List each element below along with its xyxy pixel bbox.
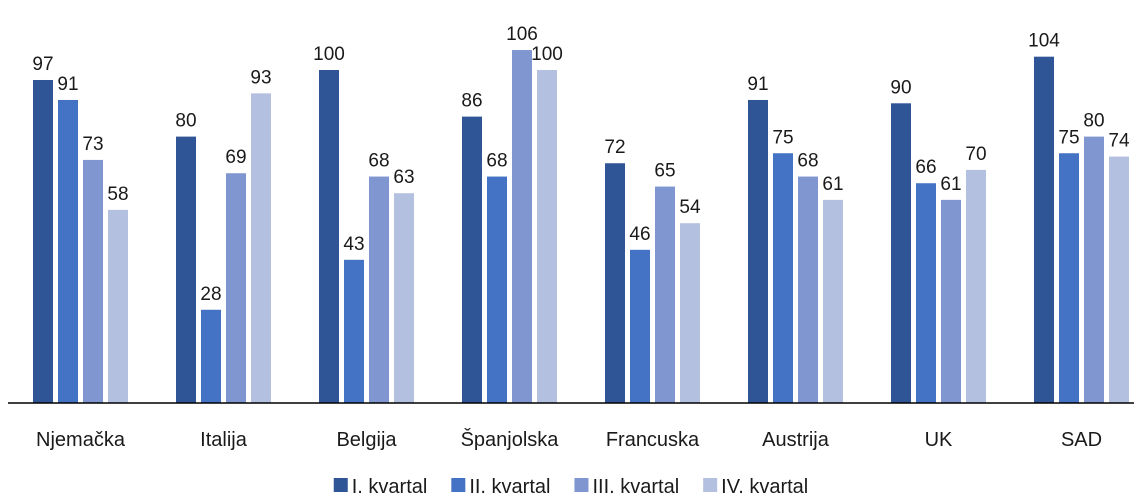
bar-francuska-ii-kvartal [630,249,650,403]
data-label-italija-i-kvartal: 80 [175,111,196,132]
legend-label-i-kvartal: I. kvartal [352,476,428,498]
bar-njemacka-iv-kvartal [108,209,128,403]
category-label-sad: SAD [1061,429,1102,451]
data-label-sad-iii-kvartal: 80 [1083,111,1104,132]
data-label-francuska-i-kvartal: 72 [604,137,625,158]
data-label-spanjolska-iii-kvartal: 106 [506,24,538,45]
category-label-austrija: Austrija [762,429,830,451]
bar-uk-i-kvartal [891,103,911,404]
data-label-belgija-iv-kvartal: 63 [393,167,414,188]
data-label-njemacka-iii-kvartal: 73 [82,134,103,155]
data-label-uk-iv-kvartal: 70 [965,144,986,165]
bar-sad-iv-kvartal [1109,156,1129,403]
bar-spanjolska-i-kvartal [462,116,482,404]
data-label-sad-i-kvartal: 104 [1028,31,1060,52]
data-label-italija-iii-kvartal: 69 [225,147,246,168]
category-label-njemacka: Njemačka [36,429,126,451]
legend-swatch-i-kvartal [333,478,348,492]
bar-njemacka-i-kvartal [33,79,53,404]
legend-label-iv-kvartal: IV. kvartal [721,476,808,498]
bar-austrija-iii-kvartal [798,176,818,403]
data-label-spanjolska-i-kvartal: 86 [461,91,482,112]
data-label-njemacka-i-kvartal: 97 [32,54,53,75]
bar-francuska-i-kvartal [605,163,625,403]
data-label-belgija-ii-kvartal: 43 [343,234,364,255]
data-label-njemacka-ii-kvartal: 91 [57,74,78,95]
legend-item-ii-kvartal: II. kvartal [451,476,550,498]
bar-spanjolska-iv-kvartal [537,70,557,403]
bar-francuska-iv-kvartal [680,223,700,403]
legend-label-ii-kvartal: II. kvartal [469,476,550,498]
data-label-italija-iv-kvartal: 93 [250,67,271,88]
data-label-sad-ii-kvartal: 75 [1058,127,1079,148]
bar-italija-ii-kvartal [201,309,221,403]
bar-italija-iv-kvartal [251,93,271,403]
data-label-austrija-iii-kvartal: 68 [797,151,818,172]
data-label-uk-iii-kvartal: 61 [940,174,961,195]
legend-swatch-iii-kvartal [574,478,589,492]
bar-italija-i-kvartal [176,136,196,403]
data-label-njemacka-iv-kvartal: 58 [107,184,128,205]
bar-austrija-ii-kvartal [773,153,793,403]
legend-item-i-kvartal: I. kvartal [333,476,428,498]
bar-uk-iv-kvartal [966,169,986,403]
data-label-austrija-ii-kvartal: 75 [772,127,793,148]
legend: I. kvartal II. kvartal III. kvartal IV. kva… [333,476,808,498]
bar-sad-iii-kvartal [1084,136,1104,403]
bar-austrija-i-kvartal [748,99,768,403]
category-label-spanjolska: Španjolska [461,428,560,451]
data-label-francuska-iii-kvartal: 65 [654,161,675,182]
bars-group [33,50,1129,404]
data-label-belgija-i-kvartal: 100 [313,44,345,65]
bar-njemacka-ii-kvartal [58,99,78,403]
legend-label-iii-kvartal: III. kvartal [592,476,679,498]
data-label-uk-i-kvartal: 90 [890,77,911,98]
data-label-austrija-iv-kvartal: 61 [822,174,843,195]
category-label-francuska: Francuska [606,429,700,451]
category-label-belgija: Belgija [336,429,397,451]
bar-austrija-iv-kvartal [823,199,843,403]
data-label-spanjolska-ii-kvartal: 68 [486,151,507,172]
bar-uk-ii-kvartal [916,183,936,403]
bar-uk-iii-kvartal [941,199,961,403]
data-label-italija-ii-kvartal: 28 [200,284,221,305]
bar-belgija-ii-kvartal [344,259,364,403]
legend-swatch-iv-kvartal [703,478,718,492]
data-label-francuska-ii-kvartal: 46 [629,224,650,245]
category-labels-group: Njemačka Italija Belgija Španjolska Francusk… [36,428,1102,451]
bar-belgija-iii-kvartal [369,176,389,403]
legend-swatch-ii-kvartal [451,478,466,492]
legend-item-iv-kvartal: IV. kvartal [703,476,808,498]
data-label-uk-ii-kvartal: 66 [915,157,936,178]
bar-spanjolska-iii-kvartal [512,50,532,404]
legend-item-iii-kvartal: III. kvartal [574,476,679,498]
bar-italija-iii-kvartal [226,173,246,403]
bar-sad-ii-kvartal [1059,153,1079,403]
bar-belgija-iv-kvartal [394,193,414,403]
data-label-austrija-i-kvartal: 91 [747,74,768,95]
category-label-uk: UK [925,429,953,451]
bar-njemacka-iii-kvartal [83,159,103,403]
data-label-francuska-iv-kvartal: 54 [679,197,701,218]
bar-belgija-i-kvartal [319,70,339,403]
bar-spanjolska-ii-kvartal [487,176,507,403]
data-label-spanjolska-iv-kvartal: 100 [531,44,563,65]
category-label-italija: Italija [200,429,248,451]
data-label-sad-iv-kvartal: 74 [1108,131,1130,152]
data-label-belgija-iii-kvartal: 68 [368,151,389,172]
bar-francuska-iii-kvartal [655,186,675,403]
data-labels-group: 9791735880286993100436863866810610072466… [32,24,1130,305]
bar-sad-i-kvartal [1034,56,1054,404]
